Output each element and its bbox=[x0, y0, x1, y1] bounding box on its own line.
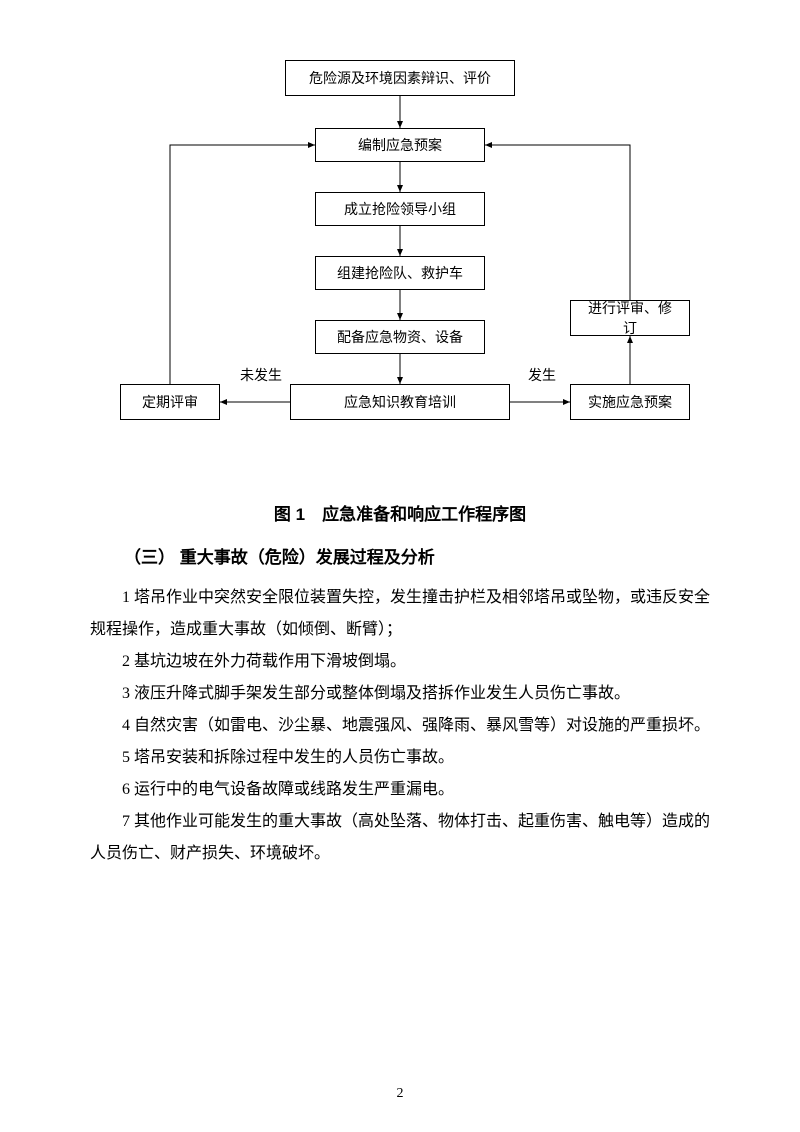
section-heading: （三） 重大事故（危险）发展过程及分析 bbox=[90, 543, 710, 568]
paragraph: 2 基坑边坡在外力荷载作用下滑坡倒塌。 bbox=[90, 646, 710, 678]
node-develop-plan: 编制应急预案 bbox=[315, 128, 485, 162]
edge-label-not-occur: 未发生 bbox=[240, 365, 282, 385]
page-number: 2 bbox=[0, 1086, 800, 1102]
node-training: 应急知识教育培训 bbox=[290, 384, 510, 420]
paragraph: 4 自然灾害（如雷电、沙尘暴、地震强风、强降雨、暴风雪等）对设施的严重损坏。 bbox=[90, 710, 710, 742]
node-form-team: 成立抢险领导小组 bbox=[315, 192, 485, 226]
node-hazard-identify: 危险源及环境因素辩识、评价 bbox=[285, 60, 515, 96]
node-equipment: 配备应急物资、设备 bbox=[315, 320, 485, 354]
figure-caption: 图 1 应急准备和响应工作程序图 bbox=[90, 500, 710, 525]
paragraph: 3 液压升降式脚手架发生部分或整体倒塌及搭拆作业发生人员伤亡事故。 bbox=[90, 678, 710, 710]
node-periodic-review: 定期评审 bbox=[120, 384, 220, 420]
edge-label-occur: 发生 bbox=[528, 365, 556, 385]
paragraph: 6 运行中的电气设备故障或线路发生严重漏电。 bbox=[90, 774, 710, 806]
paragraph: 7 其他作业可能发生的重大事故（高处坠落、物体打击、起重伤害、触电等）造成的人员… bbox=[90, 806, 710, 870]
paragraph: 1 塔吊作业中突然安全限位装置失控，发生撞击护栏及相邻塔吊或坠物，或违反安全规程… bbox=[90, 582, 710, 646]
flowchart-container: 危险源及环境因素辩识、评价 编制应急预案 成立抢险领导小组 组建抢险队、救护车 … bbox=[90, 60, 710, 480]
node-rescue-team: 组建抢险队、救护车 bbox=[315, 256, 485, 290]
node-review-revise: 进行评审、修订 bbox=[570, 300, 690, 336]
paragraph: 5 塔吊安装和拆除过程中发生的人员伤亡事故。 bbox=[90, 742, 710, 774]
node-implement-plan: 实施应急预案 bbox=[570, 384, 690, 420]
